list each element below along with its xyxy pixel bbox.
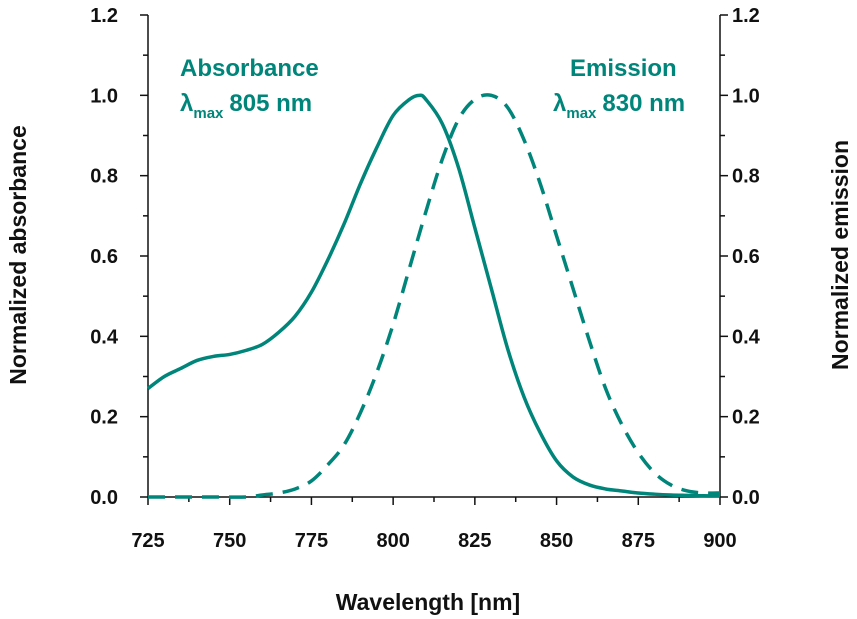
y-axis-title-left: Normalized absorbance (5, 125, 31, 384)
y-right-tick-label: 0.6 (732, 246, 760, 268)
x-tick-label: 775 (295, 530, 328, 552)
x-tick-label: 725 (131, 530, 164, 552)
y-right-tick-label: 0.2 (732, 407, 760, 429)
max-subscript: max (193, 105, 224, 122)
emission-annotation: Emission λmax 830 nm (553, 55, 685, 122)
y-left-tick-label: 0.6 (90, 246, 118, 268)
y-left-tick-label: 0.4 (90, 326, 119, 348)
y-right-tick-label: 1.2 (732, 5, 760, 27)
x-tick-label: 825 (458, 530, 491, 552)
x-axis-title: Wavelength [nm] (336, 589, 520, 615)
y-right-tick-label: 1.0 (732, 85, 760, 107)
y-left-tick-label: 0.2 (90, 407, 118, 429)
y-left-tick-label: 1.2 (90, 5, 118, 27)
y-right-tick-label: 0.4 (732, 326, 761, 348)
emission-peak-value: 830 nm (602, 90, 685, 117)
x-tick-label: 750 (213, 530, 246, 552)
y-left-tick-label: 0.8 (90, 166, 118, 188)
emission-lambda-max: λmax 830 nm (553, 90, 685, 122)
x-tick-label: 900 (703, 530, 736, 552)
absorbance-peak-value: 805 nm (229, 90, 312, 117)
emission-label: Emission (570, 55, 677, 82)
y-left-tick-label: 0.0 (90, 487, 118, 509)
y-right-tick-label: 0.0 (732, 487, 760, 509)
absorbance-label: Absorbance (180, 55, 319, 82)
max-subscript: max (566, 105, 597, 122)
absorbance-annotation: Absorbance λmax 805 nm (180, 55, 319, 122)
absorbance-curve (146, 93, 721, 498)
ticks: 725 750 775 800 825 850 875 900 0.0 0.0 0.2 0.2 0.4 0… (90, 5, 760, 552)
x-tick-label: 875 (622, 530, 655, 552)
absorbance-lambda-max: λmax 805 nm (180, 90, 312, 122)
y-axis-title-right: Normalized emission (827, 140, 853, 370)
emission-curve (148, 93, 721, 499)
axes (147, 15, 721, 498)
lambda-symbol: λ (553, 90, 566, 117)
x-tick-label: 800 (376, 530, 409, 552)
series (146, 93, 721, 499)
x-tick-label: 850 (540, 530, 573, 552)
y-right-tick-label: 0.8 (732, 166, 760, 188)
y-left-tick-label: 1.0 (90, 85, 118, 107)
lambda-symbol: λ (180, 90, 193, 117)
